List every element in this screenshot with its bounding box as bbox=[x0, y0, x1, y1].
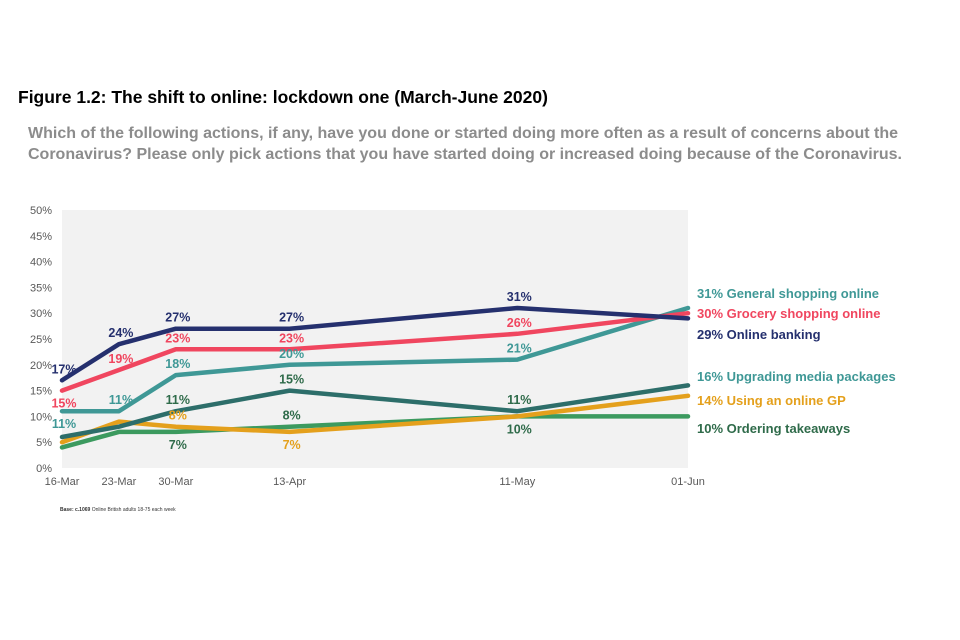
legend-item: 10% Ordering takeaways bbox=[697, 421, 850, 436]
data-label: 31% bbox=[507, 290, 532, 304]
y-tick-label: 40% bbox=[30, 257, 52, 269]
base-label: Base: c.1069 bbox=[60, 507, 91, 513]
series-lines bbox=[59, 305, 691, 450]
series-line-online-banking bbox=[59, 305, 691, 383]
x-tick-label: 30-Mar bbox=[158, 476, 193, 488]
data-label: 26% bbox=[507, 316, 532, 330]
y-tick-label: 10% bbox=[30, 411, 52, 423]
data-label: 21% bbox=[507, 342, 532, 356]
series-line-using-an-online-gp bbox=[59, 393, 691, 445]
x-axis: 16-Mar 23-Mar 30-Mar 13-Apr 11-May 01-Jun bbox=[45, 476, 705, 488]
data-label: 27% bbox=[279, 311, 304, 325]
legend-item: 30% Grocery shopping online bbox=[697, 306, 880, 321]
y-tick-label: 5% bbox=[36, 437, 52, 449]
legend-item: 16% Upgrading media packages bbox=[697, 369, 896, 384]
data-label: 23% bbox=[279, 331, 304, 345]
data-labels: 17% 24% 27% 27% 31% 15% 19% 23% 23% 26% 11% 11% 18% 2… bbox=[51, 290, 531, 452]
figure-title: Figure 1.2: The shift to online: lockdow… bbox=[18, 87, 548, 107]
data-label: 7% bbox=[169, 438, 187, 452]
legend-item: 31% General shopping online bbox=[697, 286, 879, 301]
base-note: Base: c.1069 Online British adults 18-75… bbox=[60, 507, 176, 513]
x-tick-label: 01-Jun bbox=[671, 476, 705, 488]
y-tick-label: 25% bbox=[30, 334, 52, 346]
y-tick-label: 50% bbox=[30, 205, 52, 217]
data-label: 15% bbox=[51, 397, 76, 411]
y-tick-label: 20% bbox=[30, 360, 52, 372]
series-line-general-shopping-online bbox=[59, 305, 691, 414]
data-label: 8% bbox=[169, 409, 187, 423]
y-tick-label: 35% bbox=[30, 282, 52, 294]
data-label: 11% bbox=[507, 393, 531, 407]
data-label: 23% bbox=[165, 331, 190, 345]
y-tick-label: 45% bbox=[30, 231, 52, 243]
end-label-legend: 31% General shopping online 30% Grocery s… bbox=[697, 286, 896, 436]
x-tick-label: 13-Apr bbox=[273, 476, 306, 488]
series-line-grocery-shopping-online bbox=[59, 310, 691, 393]
y-axis: 0% 5% 10% 15% 20% 25% 30% 35% 40% 45% 50% bbox=[30, 205, 52, 475]
y-tick-label: 30% bbox=[30, 308, 52, 320]
series-line-upgrading-media-packages bbox=[59, 383, 691, 440]
x-tick-label: 11-May bbox=[499, 476, 535, 488]
data-label: 15% bbox=[279, 373, 304, 387]
data-label: 17% bbox=[51, 362, 76, 376]
data-label: 8% bbox=[283, 409, 301, 423]
data-label: 11% bbox=[109, 393, 133, 407]
x-tick-label: 23-Mar bbox=[101, 476, 136, 488]
data-label: 11% bbox=[52, 417, 76, 431]
data-label: 20% bbox=[279, 347, 304, 361]
data-label: 11% bbox=[166, 393, 190, 407]
y-tick-label: 15% bbox=[30, 386, 52, 398]
data-label: 19% bbox=[108, 352, 133, 366]
plot-area bbox=[62, 210, 688, 468]
y-tick-label: 0% bbox=[36, 463, 52, 475]
survey-question: Which of the following actions, if any, … bbox=[28, 125, 902, 163]
data-label: 10% bbox=[507, 422, 532, 436]
x-tick-label: 16-Mar bbox=[45, 476, 80, 488]
data-label: 18% bbox=[165, 357, 190, 371]
data-label: 27% bbox=[165, 311, 190, 325]
legend-item: 29% Online banking bbox=[697, 327, 821, 342]
base-text: Online British adults 18-75 each week bbox=[90, 507, 176, 513]
data-label: 7% bbox=[283, 438, 301, 452]
legend-item: 14% Using an online GP bbox=[697, 393, 846, 408]
data-label: 24% bbox=[108, 326, 133, 340]
